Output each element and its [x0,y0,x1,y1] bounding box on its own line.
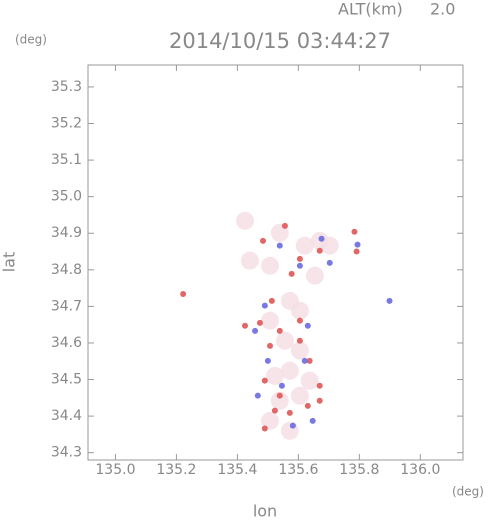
echo-point [242,322,249,329]
echo-point [240,251,259,270]
echo-point [254,392,261,399]
y-tick-label: 34.7 [51,298,82,314]
x-tick-label: 135.8 [339,462,379,478]
echo-point [276,392,283,399]
y-tick-label: 35.0 [51,189,82,205]
echo-point [278,382,285,389]
echo-point [309,417,316,424]
echo-point [305,266,324,285]
y-tick-label: 34.8 [51,262,82,278]
echo-point [351,228,358,235]
echo-point [290,341,309,360]
y-tick-label: 34.3 [51,445,82,461]
echo-point [261,311,280,330]
echo-point [261,256,280,275]
echo-point [271,407,278,414]
echo-point [280,421,299,440]
echo-point [295,236,314,255]
x-axis-label: lon [253,502,277,521]
echo-point [267,342,274,349]
echo-point [354,241,361,248]
altitude-value: 2.0 [430,0,455,19]
echo-point [180,290,187,297]
chart-title: 2014/10/15 03:44:27 [169,29,391,53]
x-tick-label: 135.2 [156,462,196,478]
echo-point [265,366,284,385]
echo-point [268,297,275,304]
echo-point [326,259,333,266]
y-tick-label: 34.6 [51,335,82,351]
echo-point [318,235,325,242]
y-tick-label: 34.5 [51,372,82,388]
echo-point [304,322,311,329]
echo-point [316,382,323,389]
echo-point [304,402,311,409]
x-tick-label: 135.4 [217,462,257,478]
echo-point [261,377,268,384]
echo-point [288,270,295,277]
y-axis-label: lat [0,252,19,273]
echo-point [252,327,259,334]
y-tick-label: 35.3 [51,79,82,95]
echo-point [296,317,303,324]
echo-point [301,357,308,364]
y-tick-label: 35.1 [51,152,82,168]
echo-point [296,255,303,262]
echo-point [316,247,323,254]
x-tick-label: 135.6 [278,462,318,478]
echo-point [261,425,268,432]
altitude-label: ALT(km) [338,0,403,19]
echo-point [260,237,266,244]
echo-point [296,337,303,344]
x-tick-label: 135.0 [95,462,135,478]
x-unit: (deg) [452,485,484,499]
echo-point [296,262,303,269]
x-tick-label: 136.0 [400,462,440,478]
echo-point [353,248,360,255]
echo-point [306,357,313,364]
echo-point [261,411,280,430]
echo-point [320,236,339,255]
echo-point [290,301,309,320]
y-tick-label: 35.2 [51,116,82,132]
echo-point [316,397,323,404]
echo-point [275,331,294,350]
echo-point [276,242,283,249]
echo-point [256,319,263,326]
echo-point [281,222,288,229]
y-tick-label: 34.9 [51,225,82,241]
echo-point [264,357,271,364]
echo-point [290,386,309,405]
echo-point [236,211,255,230]
echo-point [300,371,319,390]
echo-point [261,302,268,309]
echo-point [276,327,283,334]
echo-point [270,391,289,410]
echo-point [289,422,296,429]
y-tick-label: 34.4 [51,408,82,424]
plot-frame [87,64,464,461]
echo-point [386,297,393,304]
y-unit: (deg) [15,33,47,47]
echo-point [280,361,299,380]
echo-point [286,409,293,416]
